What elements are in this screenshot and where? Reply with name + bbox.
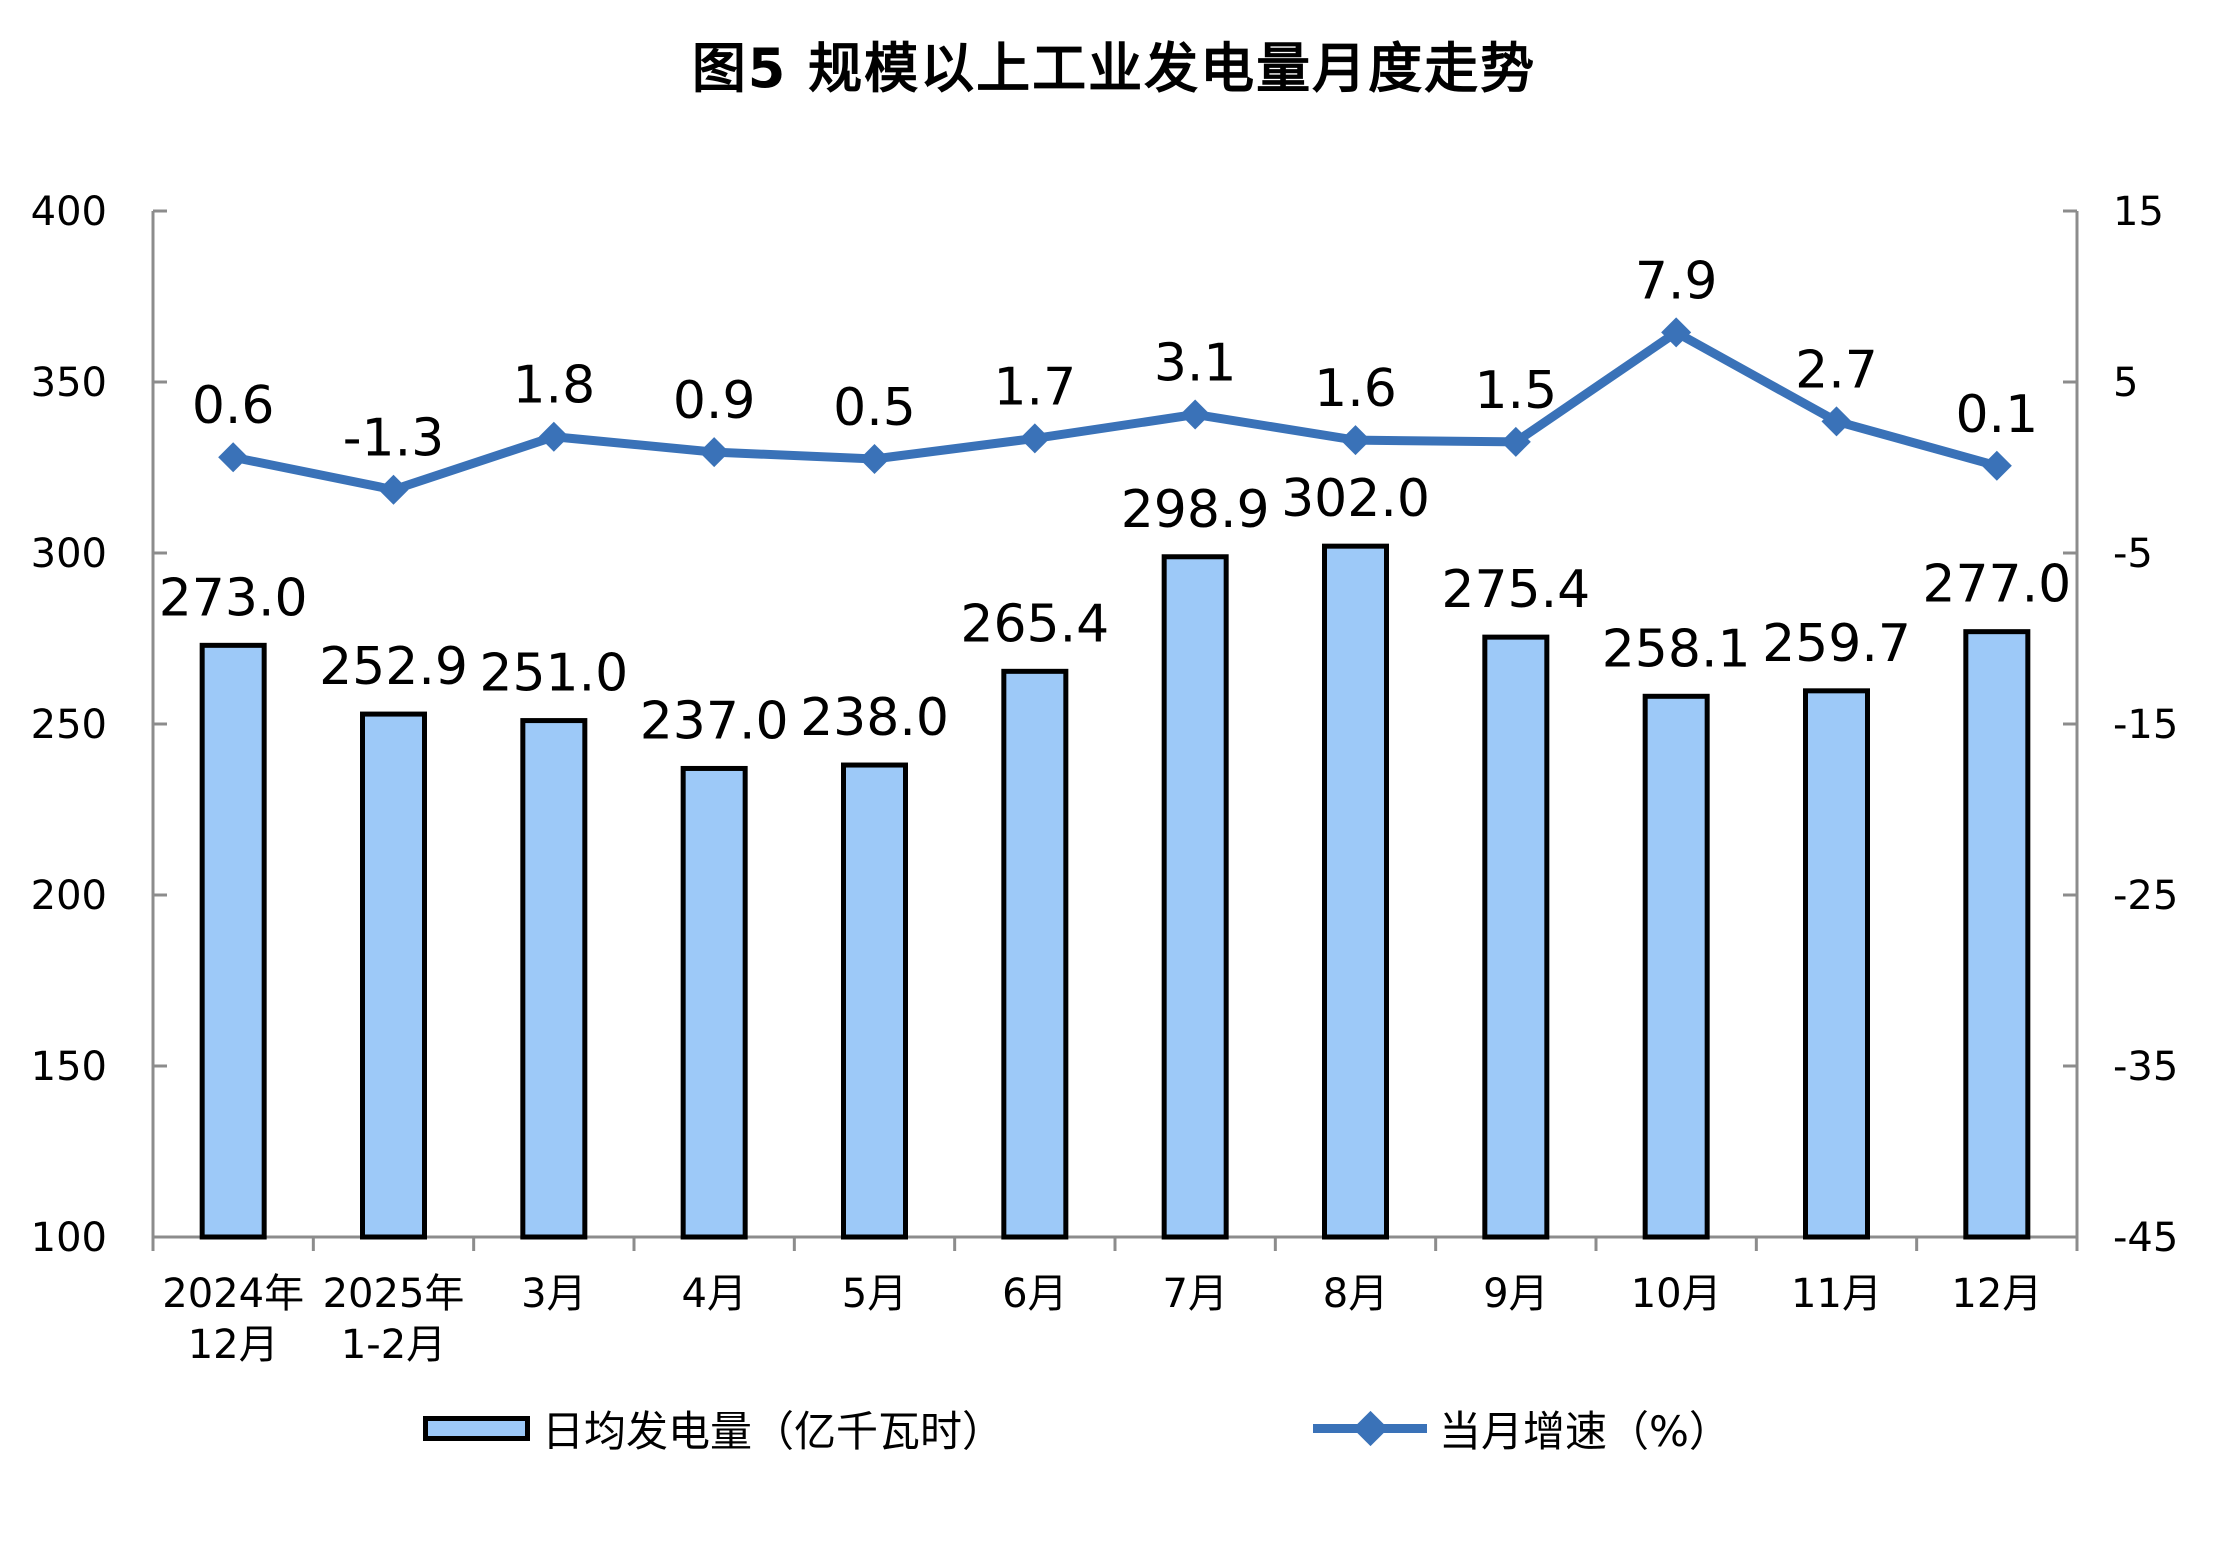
- bar-value-label: 251.0: [479, 644, 628, 704]
- left-axis-tick-label: 250: [31, 702, 107, 748]
- line-marker: [859, 443, 890, 474]
- category-label: 2025年: [323, 1271, 465, 1317]
- line-value-label: 2.7: [1795, 340, 1878, 400]
- bar-value-label: 258.1: [1602, 619, 1751, 679]
- bar-value-label: 275.4: [1441, 560, 1590, 620]
- line-marker: [1019, 423, 1050, 454]
- bar-value-label: 273.0: [159, 568, 308, 628]
- bar: [1322, 543, 1389, 1240]
- category-label: 11月: [1791, 1271, 1882, 1317]
- line-value-label: 1.5: [1474, 361, 1557, 421]
- bar-value-label: 252.9: [319, 637, 468, 697]
- line-value-label: 7.9: [1635, 251, 1718, 311]
- bar: [1482, 634, 1550, 1240]
- right-axis-tick-label: 15: [2113, 189, 2164, 235]
- bar-series-swatch-icon: [423, 1416, 530, 1441]
- category-label: 12月: [188, 1322, 279, 1368]
- right-axis-tick-label: -5: [2113, 531, 2153, 577]
- left-axis-tick-label: 100: [31, 1215, 107, 1261]
- bar-value-label: 259.7: [1762, 614, 1911, 674]
- left-axis-tick-label: 150: [31, 1044, 107, 1090]
- category-label: 2024年: [162, 1271, 304, 1317]
- line-marker: [1821, 406, 1852, 437]
- category-label: 7月: [1162, 1271, 1227, 1317]
- bar-value-label: 302.0: [1281, 469, 1430, 529]
- right-axis-tick-label: -35: [2113, 1044, 2178, 1090]
- line-value-label: 1.6: [1314, 359, 1397, 419]
- left-axis-tick-label: 200: [31, 873, 107, 919]
- bar: [680, 765, 748, 1240]
- category-label: 8月: [1323, 1271, 1388, 1317]
- line-marker: [378, 474, 409, 505]
- bar-value-label: 298.9: [1121, 480, 1270, 540]
- category-label: 12月: [1951, 1271, 2042, 1317]
- left-axis-tick-label: 300: [31, 531, 107, 577]
- line-marker: [1340, 425, 1371, 456]
- bar: [841, 762, 908, 1240]
- line-marker: [538, 421, 569, 452]
- bar-value-label: 238.0: [800, 688, 949, 748]
- line-value-label: 0.6: [192, 376, 275, 436]
- left-axis-tick-label: 400: [31, 189, 107, 235]
- category-label: 9月: [1483, 1271, 1548, 1317]
- right-axis-tick-label: -45: [2113, 1215, 2178, 1261]
- right-axis-tick-label: 5: [2113, 360, 2138, 406]
- bar: [1963, 629, 2031, 1240]
- bar: [1161, 554, 1229, 1240]
- growth-line: [232, 327, 1999, 495]
- category-label: 6月: [1002, 1271, 1067, 1317]
- category-label: 5月: [842, 1271, 907, 1317]
- legend-item-bar: 日均发电量（亿千瓦时）: [423, 1398, 1004, 1459]
- line-marker: [699, 437, 730, 468]
- diamond-marker-icon: [1352, 1410, 1389, 1447]
- category-label: 4月: [681, 1271, 746, 1317]
- bar: [1642, 693, 1710, 1240]
- bar: [520, 718, 588, 1240]
- bar-series-label: 日均发电量（亿千瓦时）: [542, 1407, 1005, 1456]
- line-series-label: 当月增速（%）: [1439, 1407, 1731, 1456]
- line-value-label: 0.5: [833, 378, 916, 438]
- bar-value-label: 237.0: [640, 691, 789, 751]
- line-value-label: 1.7: [993, 357, 1076, 417]
- line-value-label: -1.3: [343, 409, 444, 469]
- bar-value-label: 277.0: [1922, 555, 2071, 615]
- category-label: 3月: [521, 1271, 586, 1317]
- bar: [1803, 688, 1870, 1240]
- right-axis-tick-label: -25: [2113, 873, 2178, 919]
- category-label: 10月: [1631, 1271, 1722, 1317]
- line-marker: [1180, 399, 1211, 430]
- bar: [199, 642, 267, 1240]
- bar-value-label: 265.4: [960, 594, 1109, 654]
- bar: [1001, 668, 1069, 1240]
- line-marker: [218, 442, 249, 473]
- line-value-label: 0.9: [673, 371, 756, 431]
- line-value-label: 3.1: [1154, 333, 1237, 393]
- category-label: 1-2月: [341, 1322, 446, 1368]
- line-marker: [1500, 426, 1531, 457]
- line-series-swatch-icon: [1313, 1410, 1427, 1447]
- left-axis-tick-label: 350: [31, 360, 107, 406]
- line-value-label: 0.1: [1955, 385, 2038, 445]
- chart-title: 图5 规模以上工业发电量月度走势: [691, 37, 1537, 100]
- right-axis-tick-label: -15: [2113, 702, 2178, 748]
- legend-item-line: 当月增速（%）: [1313, 1398, 1731, 1459]
- line-value-label: 1.8: [512, 356, 595, 416]
- bar: [360, 711, 427, 1240]
- line-marker: [1981, 450, 2012, 481]
- line-marker: [1661, 317, 1692, 348]
